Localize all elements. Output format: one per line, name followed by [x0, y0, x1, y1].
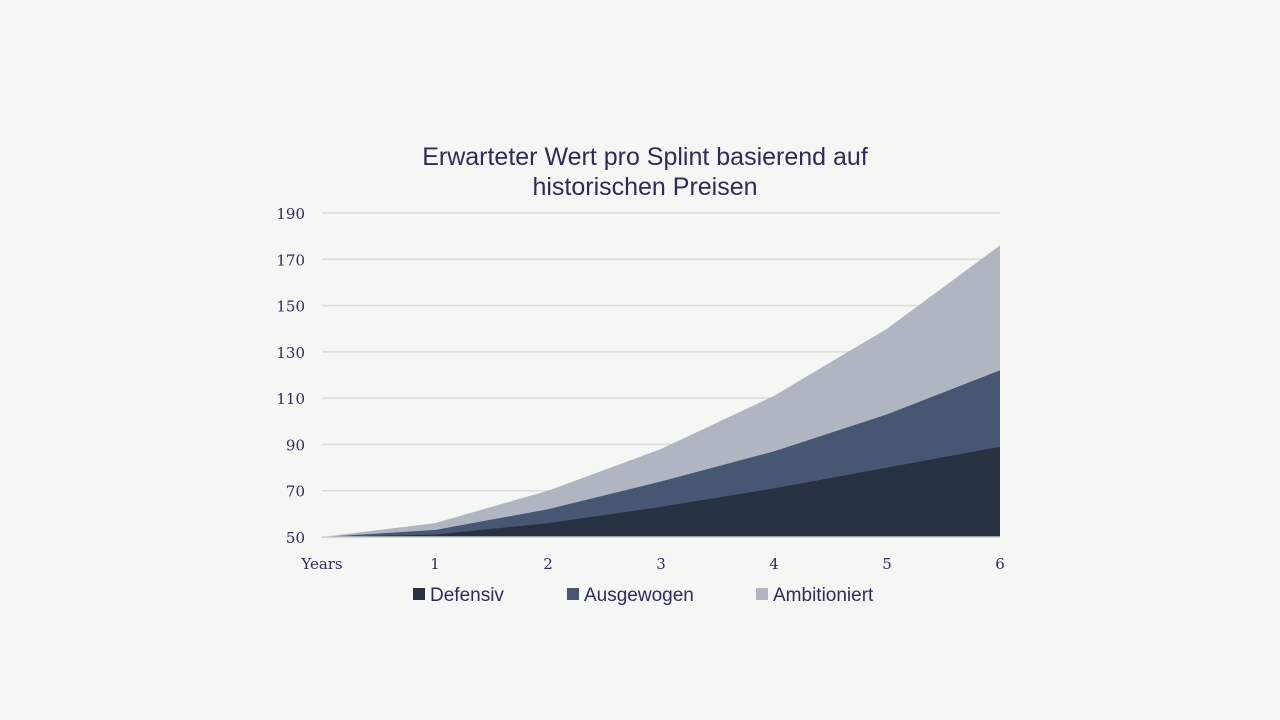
legend-label: Ausgewogen: [584, 585, 694, 606]
x-tick-label: Years: [300, 555, 342, 573]
x-tick-label: 2: [543, 555, 553, 573]
y-tick-label: 150: [276, 298, 305, 316]
axes: 50 70 90 110 130 150 170 190 Years 1 2 3 4 5 6: [276, 205, 1004, 573]
legend-label: Defensiv: [430, 585, 504, 606]
y-tick-label: 110: [276, 390, 305, 408]
legend-label: Ambitioniert: [773, 585, 874, 606]
legend-swatch: [756, 588, 768, 600]
legend-item-ausgewogen: Ausgewogen: [567, 585, 694, 606]
grid-lines: [322, 212, 1000, 492]
x-tick-label: 3: [656, 555, 666, 573]
chart-title-line-2: historischen Preisen: [532, 173, 757, 201]
legend-item-ambitioniert: Ambitioniert: [756, 585, 874, 606]
x-tick-label: 1: [430, 555, 440, 573]
legend: Defensiv Ausgewogen Ambitioniert: [413, 585, 874, 606]
x-tick-label: 6: [995, 555, 1005, 573]
area-defensiv: [322, 446, 1000, 537]
y-tick-label: 130: [276, 344, 305, 362]
y-tick-label: 90: [286, 436, 305, 454]
x-tick-label: 4: [769, 555, 779, 573]
y-tick-label: 170: [276, 251, 305, 269]
legend-item-defensiv: Defensiv: [413, 585, 504, 606]
legend-swatch: [567, 588, 579, 600]
y-tick-label: 70: [286, 483, 305, 501]
chart-title-line-1: Erwarteter Wert pro Splint basierend auf: [422, 143, 868, 171]
x-tick-label: 5: [882, 555, 892, 573]
y-tick-label: 50: [286, 529, 305, 547]
legend-swatch: [413, 588, 425, 600]
y-tick-label: 190: [276, 205, 305, 223]
area-series: [322, 245, 1000, 537]
